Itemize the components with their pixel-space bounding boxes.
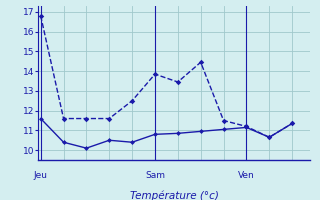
Text: Ven: Ven <box>238 171 255 180</box>
Text: Sam: Sam <box>145 171 165 180</box>
Text: Température (°c): Température (°c) <box>130 191 219 200</box>
Text: Jeu: Jeu <box>34 171 48 180</box>
